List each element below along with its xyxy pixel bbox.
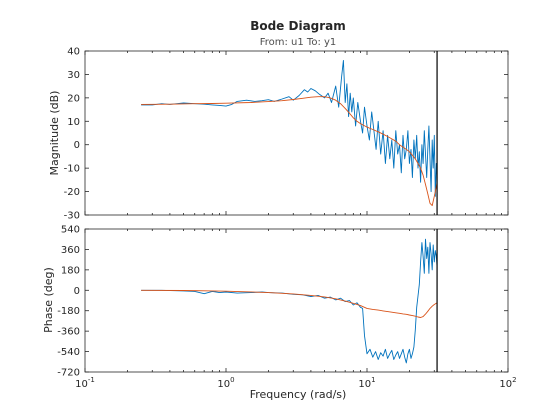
x-tick-exponent: -1 bbox=[88, 376, 95, 384]
phase-lines bbox=[141, 229, 438, 372]
magnitude-x-ticks bbox=[84, 51, 509, 215]
x-tick-label: 101 bbox=[358, 376, 375, 390]
magnitude-ytick-label: -20 bbox=[64, 187, 80, 198]
x-tick-exponent: 0 bbox=[230, 376, 234, 384]
phase-x-ticks: 10-1 100 101 102 bbox=[75, 229, 517, 390]
magnitude-ytick-label: 10 bbox=[67, 117, 80, 128]
magnitude-estimate-line bbox=[141, 59, 438, 197]
magnitude-lines bbox=[141, 51, 438, 215]
phase-ytick-label: -180 bbox=[57, 306, 80, 317]
phase-y-ticks: -720 -540 -360 -180 0 180 360 540 bbox=[57, 225, 508, 379]
phase-ytick-label: -540 bbox=[57, 347, 80, 358]
x-tick-label: 100 bbox=[217, 376, 234, 390]
magnitude-ytick-label: -30 bbox=[64, 211, 80, 222]
phase-ytick-label: -720 bbox=[57, 368, 80, 379]
magnitude-model-line bbox=[141, 96, 438, 207]
magnitude-ytick-label: 0 bbox=[74, 140, 80, 151]
magnitude-ytick-label: -10 bbox=[64, 164, 80, 175]
magnitude-ytick-label: 20 bbox=[67, 93, 80, 104]
magnitude-ytick-label: 40 bbox=[67, 47, 80, 58]
phase-ytick-label: 360 bbox=[61, 245, 80, 256]
magnitude-ytick-label: 30 bbox=[67, 70, 80, 81]
magnitude-y-ticks: -30 -20 -10 0 10 20 30 40 bbox=[64, 47, 508, 222]
x-axis-label: Frequency (rad/s) bbox=[250, 388, 347, 401]
magnitude-panel: -30 -20 -10 0 10 20 30 40 Magnitude (dB) bbox=[48, 47, 509, 222]
x-tick-label: 102 bbox=[499, 376, 516, 390]
phase-ytick-label: 540 bbox=[61, 225, 80, 236]
x-tick-exponent: 1 bbox=[371, 376, 375, 384]
chart-title: Bode Diagram bbox=[250, 19, 346, 33]
phase-axes-frame bbox=[84, 228, 509, 373]
phase-ytick-label: 180 bbox=[61, 265, 80, 276]
phase-ytick-label: -360 bbox=[57, 327, 80, 338]
phase-model-line bbox=[141, 289, 438, 318]
chart-subtitle: From: u1 To: y1 bbox=[260, 37, 337, 48]
magnitude-axes-frame bbox=[84, 50, 509, 216]
phase-ytick-label: 0 bbox=[74, 286, 80, 297]
phase-estimate-line bbox=[141, 238, 438, 364]
x-tick-exponent: 2 bbox=[512, 376, 516, 384]
phase-ylabel: Phase (deg) bbox=[42, 267, 55, 333]
x-tick-label: 10-1 bbox=[75, 376, 95, 390]
magnitude-ylabel: Magnitude (dB) bbox=[48, 91, 61, 176]
